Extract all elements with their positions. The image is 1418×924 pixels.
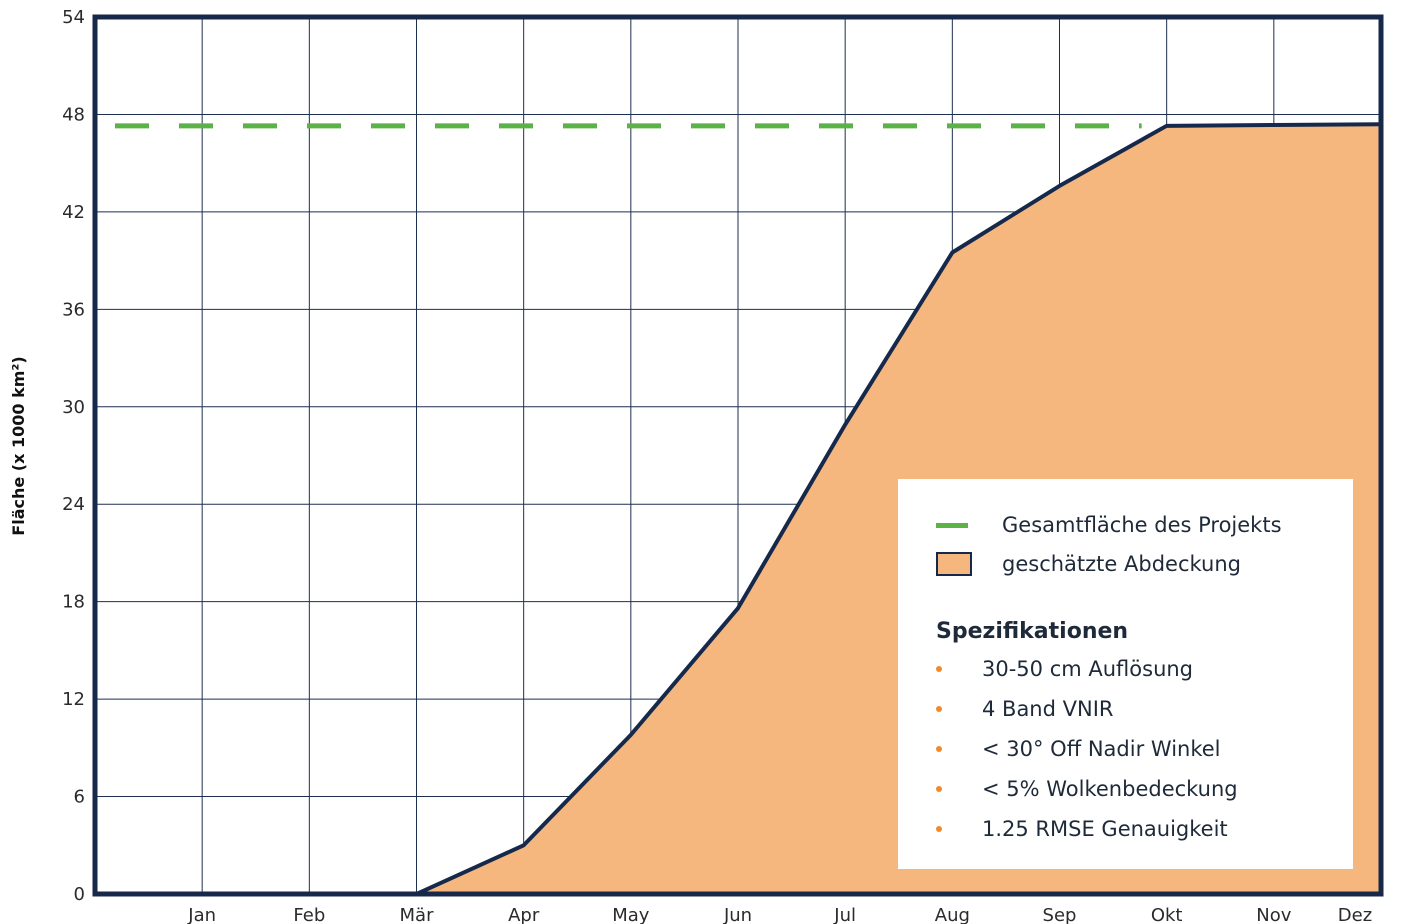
y-tick-label: 48 [62, 104, 85, 125]
x-tick-label: Jul [833, 905, 856, 924]
bullet-icon [936, 746, 942, 752]
bullet-icon [936, 826, 942, 832]
y-tick-label: 54 [62, 7, 85, 28]
spec-title: Spezifikationen [936, 619, 1129, 644]
spec-text: < 30° Off Nadir Winkel [982, 737, 1221, 761]
x-tick-label: Nov [1256, 905, 1291, 924]
legend-item-total: Gesamtfläche des Projekts [936, 513, 1282, 537]
green-dash-swatch [936, 522, 968, 528]
orange-area-swatch [936, 552, 972, 576]
y-tick-label: 30 [62, 397, 85, 418]
spec-text: 4 Band VNIR [982, 697, 1114, 721]
x-axis-ticks: Jan Feb Mär Apr May Jun Jul Aug Sep Okt Nov Dez [187, 905, 1372, 924]
spec-text: 1.25 RMSE Genauigkeit [982, 817, 1228, 841]
spec-text: < 5% Wolkenbedeckung [982, 777, 1238, 801]
x-tick-label: Mär [400, 905, 435, 924]
y-axis-ticks: 0 6 12 18 24 30 36 42 48 54 [62, 7, 85, 905]
x-tick-label: Sep [1043, 905, 1077, 924]
x-tick-label: Okt [1151, 905, 1183, 924]
spec-item: 4 Band VNIR [936, 697, 1114, 721]
legend-coverage-label: geschätzte Abdeckung [1002, 552, 1241, 576]
x-tick-label: Dez [1338, 905, 1372, 924]
x-tick-label: Apr [508, 905, 540, 924]
legend-total-label: Gesamtfläche des Projekts [1002, 513, 1282, 537]
spec-item: < 5% Wolkenbedeckung [936, 777, 1238, 801]
x-tick-label: May [612, 905, 650, 924]
y-tick-label: 42 [62, 202, 85, 223]
legend-item-coverage: geschätzte Abdeckung [936, 552, 1241, 576]
bullet-icon [936, 706, 942, 712]
y-axis-label: Fläche (x 1000 km²) [9, 356, 28, 535]
x-tick-label: Jan [187, 905, 216, 924]
x-tick-label: Jun [723, 905, 752, 924]
spec-text: 30-50 cm Auflösung [982, 657, 1194, 681]
y-tick-label: 36 [62, 299, 85, 320]
legend-box: Gesamtfläche des Projekts geschätzte Abd… [898, 479, 1353, 869]
y-tick-label: 0 [74, 884, 85, 905]
bullet-icon [936, 666, 942, 672]
y-tick-label: 24 [62, 494, 85, 515]
y-tick-label: 6 [74, 787, 85, 808]
y-tick-label: 18 [62, 592, 85, 613]
y-tick-label: 12 [62, 689, 85, 710]
plot-frame [92, 14, 1384, 897]
spec-item: < 30° Off Nadir Winkel [936, 737, 1221, 761]
spec-item: 30-50 cm Auflösung [936, 657, 1193, 681]
x-tick-label: Aug [935, 905, 970, 924]
x-tick-label: Feb [293, 905, 325, 924]
spec-item: 1.25 RMSE Genauigkeit [936, 817, 1228, 841]
bullet-icon [936, 786, 942, 792]
